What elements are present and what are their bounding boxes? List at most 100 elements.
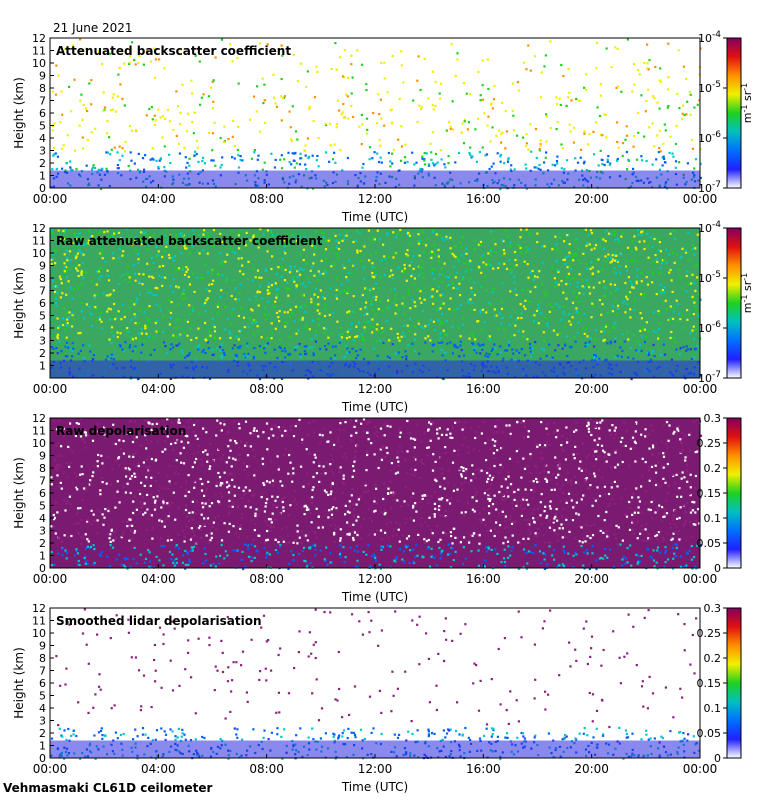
x-axis-label: Time (UTC)	[341, 400, 408, 414]
heatmap-texture	[50, 228, 702, 381]
x-tick-label: 00:00	[683, 762, 718, 776]
y-tick-label: 8	[39, 272, 46, 285]
y-tick-label: 12	[32, 32, 46, 45]
colorbar-tick-label: 10-4	[698, 220, 721, 235]
panel-title: Attenuated backscatter coefficient	[56, 44, 291, 58]
x-tick-label: 16:00	[466, 762, 501, 776]
x-tick-label: 08:00	[249, 572, 284, 586]
plot-background	[50, 608, 700, 758]
colorbar-tick-label: 0.1	[704, 702, 722, 715]
x-tick-label: 12:00	[358, 382, 393, 396]
colorbar-tick-label: 10-4	[698, 30, 721, 45]
y-tick-label: 9	[39, 640, 46, 653]
x-tick-label: 08:00	[249, 762, 284, 776]
colorbar-tick-label: 0.3	[704, 602, 722, 615]
x-axis-label: Time (UTC)	[341, 590, 408, 604]
y-tick-label: 4	[39, 512, 46, 525]
colorbar-tick-label: 0.2	[704, 462, 722, 475]
panel-rawdepol: Raw depolarisation0123456789101112Height…	[12, 412, 742, 604]
panel-title: Raw attenuated backscatter coefficient	[56, 234, 323, 248]
y-tick-label: 1	[39, 740, 46, 753]
x-tick-label: 16:00	[466, 382, 501, 396]
heatmap-texture	[50, 418, 703, 571]
y-tick-label: 5	[39, 500, 46, 513]
colorbar-tick-label: 0.15	[697, 677, 722, 690]
x-tick-label: 20:00	[574, 192, 609, 206]
x-tick-label: 20:00	[574, 762, 609, 776]
y-tick-label: 2	[39, 727, 46, 740]
y-tick-label: 12	[32, 602, 46, 615]
y-tick-label: 0	[39, 182, 46, 195]
y-tick-label: 4	[39, 702, 46, 715]
y-tick-label: 8	[39, 82, 46, 95]
x-tick-label: 16:00	[466, 192, 501, 206]
colorbar-scale	[726, 37, 742, 189]
colorbar-tick-label: 10-5	[698, 80, 721, 95]
heatmap-texture	[50, 38, 702, 191]
y-tick-label: 2	[39, 157, 46, 170]
x-tick-label: 00:00	[33, 192, 68, 206]
y-tick-label: 9	[39, 450, 46, 463]
colorbar-tick-label: 0.15	[697, 487, 722, 500]
x-tick-label: 00:00	[683, 572, 718, 586]
y-tick-label: 3	[39, 715, 46, 728]
x-tick-label: 12:00	[358, 762, 393, 776]
panel-backscatter: Attenuated backscatter coefficient012345…	[12, 30, 754, 224]
x-tick-label: 00:00	[33, 762, 68, 776]
x-tick-label: 04:00	[141, 572, 176, 586]
x-tick-label: 16:00	[466, 572, 501, 586]
colorbar-tick-label: 0.05	[697, 537, 722, 550]
colorbar-tick-label: 0.25	[697, 437, 722, 450]
colorbar-tick-label: 0.1	[704, 512, 722, 525]
colorbar-tick-label: 0.05	[697, 727, 722, 740]
y-tick-label: 8	[39, 462, 46, 475]
x-tick-label: 00:00	[683, 192, 718, 206]
y-tick-label: 7	[39, 475, 46, 488]
y-tick-label: 12	[32, 222, 46, 235]
colorbar-tick-label: 10-7	[698, 180, 721, 195]
y-tick-label: 9	[39, 70, 46, 83]
colorbar-tick-label: 10-5	[698, 270, 721, 285]
plot-background	[50, 38, 700, 188]
y-tick-label: 0	[39, 752, 46, 765]
colorbar: 0.3 0.25 0.2 0.15 0.1 0.05 0	[697, 602, 742, 765]
y-axis-label: Height (km)	[12, 77, 26, 148]
y-tick-label: 3	[39, 525, 46, 538]
colorbar-unit: m-1 sr-1	[740, 83, 755, 123]
panel-smoothdepol: Smoothed lidar depolarisation01234567891…	[12, 602, 742, 794]
y-tick-label: 6	[39, 297, 46, 310]
panel-title: Raw depolarisation	[56, 424, 186, 438]
x-axis-label: Time (UTC)	[341, 210, 408, 224]
y-tick-label: 1	[39, 360, 46, 373]
y-tick-label: 6	[39, 677, 46, 690]
y-tick-label: 11	[32, 615, 46, 628]
colorbar: 10-4 10-5 10-6 10-7 m-1 sr-1	[698, 220, 754, 385]
y-tick-label: 5	[39, 120, 46, 133]
y-tick-label: 10	[32, 627, 46, 640]
y-tick-label: 3	[39, 335, 46, 348]
colorbar-tick-label: 0	[714, 562, 721, 575]
y-tick-label: 12	[32, 412, 46, 425]
y-tick-label: 5	[39, 310, 46, 323]
colorbar-unit: m-1 sr-1	[740, 273, 755, 313]
y-tick-label: 2	[39, 537, 46, 550]
y-tick-label: 6	[39, 487, 46, 500]
x-tick-label: 12:00	[358, 192, 393, 206]
colorbar: 10-4 10-5 10-6 10-7 m-1 sr-1	[698, 30, 754, 195]
y-tick-label: 6	[39, 107, 46, 120]
y-tick-label: 1	[39, 170, 46, 183]
y-axis-label: Height (km)	[12, 647, 26, 718]
colorbar-tick-label: 10-6	[698, 130, 721, 145]
colorbar-scale	[726, 607, 742, 759]
y-tick-label: 11	[32, 235, 46, 248]
x-tick-label: 20:00	[574, 572, 609, 586]
x-tick-label: 04:00	[141, 192, 176, 206]
y-tick-label: 4	[39, 132, 46, 145]
heatmap-texture	[50, 608, 701, 761]
colorbar-tick-label: 10-7	[698, 370, 721, 385]
y-tick-label: 7	[39, 285, 46, 298]
colorbar: 0.3 0.25 0.2 0.15 0.1 0.05 0	[697, 412, 742, 575]
plot-background	[50, 418, 700, 568]
y-axis-label: Height (km)	[12, 457, 26, 528]
y-tick-label: 1	[39, 550, 46, 563]
